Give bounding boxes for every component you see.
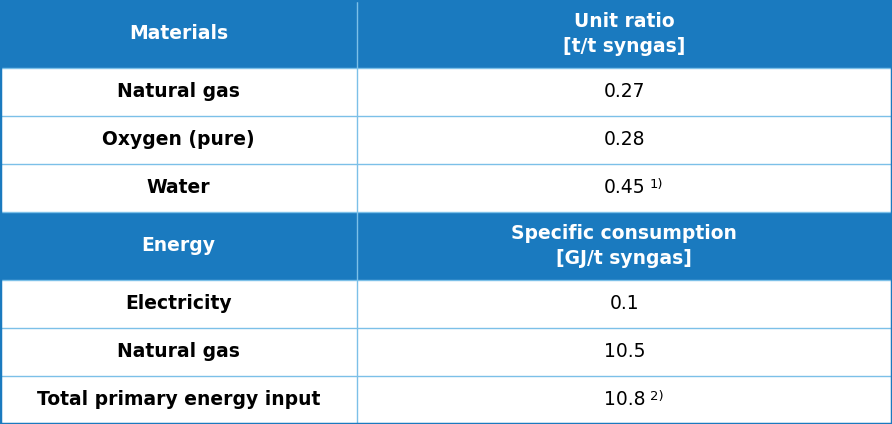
- Text: Oxygen (pure): Oxygen (pure): [102, 131, 255, 150]
- Text: Materials: Materials: [128, 25, 228, 44]
- Bar: [357, 0, 892, 68]
- Bar: [0, 0, 357, 68]
- Bar: [357, 68, 892, 116]
- Text: Specific consumption: Specific consumption: [511, 224, 738, 243]
- Bar: [357, 376, 892, 424]
- Bar: [0, 116, 357, 164]
- Text: Water: Water: [146, 179, 211, 198]
- Text: 1): 1): [649, 178, 663, 191]
- Text: 0.28: 0.28: [604, 131, 645, 150]
- Text: Total primary energy input: Total primary energy input: [37, 391, 320, 410]
- Text: 0.45: 0.45: [604, 179, 645, 198]
- Bar: [0, 212, 357, 280]
- Text: Natural gas: Natural gas: [117, 83, 240, 101]
- Bar: [0, 68, 357, 116]
- Text: [t/t syngas]: [t/t syngas]: [563, 37, 686, 56]
- Text: [GJ/t syngas]: [GJ/t syngas]: [557, 249, 692, 268]
- Bar: [0, 376, 357, 424]
- Bar: [0, 280, 357, 328]
- Text: 0.27: 0.27: [604, 83, 645, 101]
- Bar: [357, 116, 892, 164]
- Bar: [357, 280, 892, 328]
- Text: Natural gas: Natural gas: [117, 343, 240, 362]
- Bar: [357, 164, 892, 212]
- Bar: [357, 212, 892, 280]
- Text: Unit ratio: Unit ratio: [574, 12, 674, 31]
- Text: 2): 2): [649, 390, 664, 403]
- Text: 10.5: 10.5: [604, 343, 645, 362]
- Bar: [357, 328, 892, 376]
- Bar: [0, 164, 357, 212]
- Bar: [0, 328, 357, 376]
- Text: 0.1: 0.1: [609, 295, 640, 313]
- Text: Energy: Energy: [142, 237, 215, 256]
- Text: 10.8: 10.8: [604, 391, 645, 410]
- Text: Electricity: Electricity: [125, 295, 232, 313]
